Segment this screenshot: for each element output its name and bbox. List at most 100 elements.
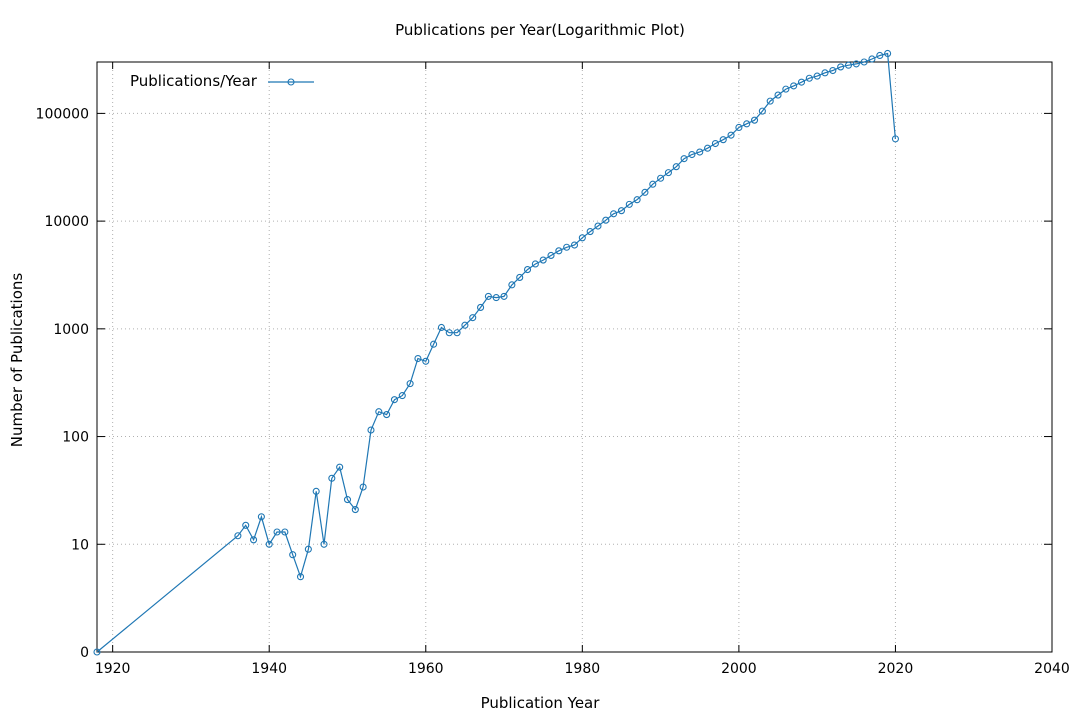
data-point: [312, 487, 320, 495]
data-point: [563, 243, 571, 251]
data-point: [735, 123, 743, 132]
data-point: [829, 66, 837, 75]
data-point: [625, 200, 633, 208]
data-point: [617, 207, 626, 215]
data-point: [649, 180, 657, 188]
data-point: [500, 292, 508, 300]
data-point: [852, 60, 860, 68]
data-point: [774, 91, 782, 99]
data-point: [367, 426, 375, 434]
data-point: [805, 74, 813, 82]
data-point: [281, 528, 289, 536]
data-point: [547, 251, 555, 260]
x-tick-label: 1940: [251, 661, 287, 677]
data-point: [688, 150, 696, 159]
x-tick-label: 2040: [1034, 661, 1070, 677]
axis-ticks: 1920 1940 1960 1980 2000 2020 2040 0 10 100 1000 10…: [36, 62, 1070, 677]
data-point: [257, 513, 265, 521]
data-point: [469, 314, 477, 322]
data-point: [876, 51, 884, 60]
data-point: [343, 496, 352, 504]
legend: [268, 78, 314, 86]
data-point: [430, 340, 438, 348]
data-point: [719, 136, 727, 144]
data-point: [586, 228, 594, 236]
data-point: [727, 131, 735, 139]
data-point: [837, 63, 845, 71]
data-point: [422, 357, 430, 365]
data-point: [390, 396, 399, 404]
y-tick-label: 100000: [36, 106, 89, 122]
legend-entry: Publications/Year: [130, 72, 257, 90]
data-point: [704, 144, 712, 152]
data-point: [273, 528, 281, 536]
data-point: [328, 474, 336, 482]
data-point: [406, 380, 414, 388]
legend-marker-sample: [287, 78, 295, 86]
data-point: [383, 411, 391, 419]
data-point: [461, 321, 469, 329]
data-point: [453, 329, 461, 337]
y-tick-label: 10: [71, 537, 89, 553]
data-point: [445, 329, 453, 337]
data-point: [884, 49, 892, 58]
data-point: [758, 107, 766, 115]
data-point: [570, 241, 579, 249]
x-tick-label: 2020: [878, 661, 914, 677]
data-point: [602, 216, 610, 224]
data-point: [664, 169, 672, 177]
data-point: [743, 120, 751, 128]
data-point: [265, 540, 273, 548]
data-point: [296, 573, 305, 581]
data-point: [539, 256, 547, 264]
data-point: [398, 392, 406, 400]
data-point: [531, 260, 539, 268]
data-point: [375, 408, 383, 416]
data-point: [680, 155, 688, 163]
x-tick-label: 1920: [95, 661, 131, 677]
data-point: [610, 210, 618, 218]
data-point: [437, 323, 445, 332]
y-tick-label: 100: [62, 430, 89, 446]
data-point: [516, 273, 524, 281]
chart-title: Publications per Year(Logarithmic Plot): [395, 21, 685, 39]
plot-frame: [96, 61, 1053, 653]
data-point: [359, 483, 367, 491]
series-line: [96, 52, 896, 653]
data-point: [304, 545, 312, 553]
data-series: [93, 49, 899, 656]
data-point: [672, 163, 680, 171]
data-point: [578, 234, 586, 242]
x-axis-label: Publication Year: [480, 694, 600, 712]
data-point: [555, 247, 563, 255]
data-point: [750, 116, 759, 124]
data-point: [766, 97, 774, 105]
data-point: [790, 82, 798, 90]
x-tick-label: 1960: [408, 661, 444, 677]
axes-frame: [96, 61, 1053, 653]
data-point: [250, 536, 258, 544]
data-point: [414, 354, 422, 363]
data-point: [351, 506, 359, 514]
data-point: [868, 55, 876, 63]
x-tick-label: 1980: [565, 661, 601, 677]
data-point: [594, 222, 602, 230]
data-point: [844, 61, 853, 69]
data-point: [821, 69, 829, 77]
data-point: [782, 85, 790, 93]
data-point: [93, 648, 101, 656]
data-point: [234, 532, 242, 540]
data-point: [657, 174, 665, 182]
data-point: [484, 292, 492, 300]
data-point: [320, 540, 328, 548]
data-point: [523, 266, 532, 274]
data-point: [860, 58, 868, 66]
data-point: [633, 196, 641, 204]
y-tick-label: 10000: [44, 214, 89, 230]
grid-lines: [97, 62, 1052, 652]
x-tick-label: 2000: [721, 661, 757, 677]
y-tick-label: 0: [80, 645, 89, 661]
data-point: [711, 139, 719, 148]
data-point: [508, 281, 516, 289]
